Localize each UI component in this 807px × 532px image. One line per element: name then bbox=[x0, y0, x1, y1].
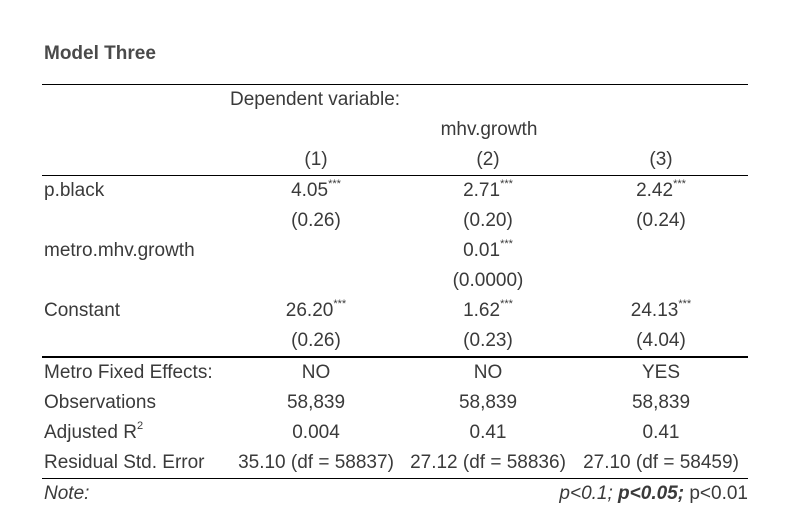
coefficient-estimate: 2.71*** bbox=[463, 178, 513, 202]
stat-value: 27.12 (df = 58836) bbox=[410, 452, 566, 473]
significance-stars: *** bbox=[500, 178, 513, 190]
coefficient-name: p.black bbox=[44, 180, 105, 201]
stat-name: Adjusted R2 bbox=[44, 420, 144, 444]
note-row: Note: p<0.1; p<0.05; p<0.01 bbox=[42, 478, 748, 509]
stat-value: NO bbox=[230, 356, 402, 388]
stat-value: 58,839 bbox=[458, 392, 518, 413]
significance-stars: *** bbox=[678, 298, 692, 310]
coefficient-name: Constant bbox=[44, 300, 121, 321]
coefficient-estimate: 2.42*** bbox=[636, 178, 686, 202]
coefficient-row: Constant 26.20*** 1.62*** 24.13*** bbox=[42, 296, 748, 326]
regression-table: Dependent variable: mhv.growth (1) (2) (… bbox=[42, 84, 748, 509]
coefficient-estimate: 4.05*** bbox=[291, 178, 341, 202]
column-number-row: (1) (2) (3) bbox=[42, 145, 748, 176]
superscript: 2 bbox=[136, 420, 144, 432]
stat-value: 58,839 bbox=[286, 392, 346, 413]
coefficient-estimate: 1.62*** bbox=[463, 298, 513, 322]
coefficient-name: metro.mhv.growth bbox=[44, 240, 195, 261]
coefficient-row: p.black 4.05*** 2.71*** 2.42*** bbox=[42, 176, 748, 207]
stat-row: Residual Std. Error 35.10 (df = 58837) 2… bbox=[42, 448, 748, 479]
stat-value: 27.10 (df = 58459) bbox=[583, 452, 739, 473]
stat-name: Metro Fixed Effects: bbox=[42, 356, 230, 388]
stat-row: Adjusted R2 0.004 0.41 0.41 bbox=[42, 418, 748, 448]
stat-value: 58,839 bbox=[631, 392, 691, 413]
column-number: (1) bbox=[230, 145, 402, 176]
significance-stars: *** bbox=[673, 178, 686, 190]
stat-row: Metro Fixed Effects: NO NO YES bbox=[42, 356, 748, 388]
significance-stars: *** bbox=[328, 178, 341, 190]
coefficient-estimate: 0.01*** bbox=[463, 238, 513, 262]
dependent-variable-name: mhv.growth bbox=[440, 119, 538, 140]
standard-error bbox=[230, 266, 402, 296]
standard-error: (0.26) bbox=[291, 210, 341, 231]
standard-error: (0.20) bbox=[463, 210, 513, 231]
coefficient-row: metro.mhv.growth 0.01*** bbox=[42, 236, 748, 266]
dependent-variable-label-row: Dependent variable: bbox=[42, 84, 748, 115]
coefficient-estimate: 26.20*** bbox=[285, 298, 347, 322]
standard-error-row: (0.26) (0.20) (0.24) bbox=[42, 206, 748, 236]
significance-note: p<0.1; p<0.05; p<0.01 bbox=[230, 478, 748, 509]
stat-name: Observations bbox=[44, 392, 156, 413]
standard-error: (0.24) bbox=[636, 210, 686, 231]
stat-value: YES bbox=[574, 356, 748, 388]
dependent-variable-label: Dependent variable: bbox=[230, 84, 748, 115]
significance-stars: *** bbox=[500, 298, 513, 310]
coefficient-estimate: 24.13*** bbox=[630, 298, 692, 322]
dependent-variable-row: mhv.growth bbox=[42, 115, 748, 145]
standard-error bbox=[574, 266, 748, 296]
stat-name: Residual Std. Error bbox=[44, 452, 205, 473]
stat-value: 0.41 bbox=[642, 422, 680, 443]
stat-value: 35.10 (df = 58837) bbox=[238, 452, 394, 473]
significance-stars: *** bbox=[333, 298, 347, 310]
coefficient-estimate bbox=[574, 236, 748, 266]
stat-value: 0.004 bbox=[292, 422, 340, 443]
coefficient-estimate bbox=[230, 236, 402, 266]
standard-error: (0.0000) bbox=[452, 270, 524, 291]
standard-error: (0.23) bbox=[463, 330, 513, 351]
standard-error: (4.04) bbox=[636, 330, 686, 351]
stat-row: Observations 58,839 58,839 58,839 bbox=[42, 388, 748, 418]
table-title: Model Three bbox=[44, 43, 156, 64]
standard-error: (0.26) bbox=[291, 330, 341, 351]
column-number: (3) bbox=[574, 145, 748, 176]
column-number: (2) bbox=[402, 145, 574, 176]
significance-stars: *** bbox=[500, 238, 513, 250]
standard-error-row: (0.0000) bbox=[42, 266, 748, 296]
note-label: Note: bbox=[42, 478, 230, 509]
stat-value: NO bbox=[402, 356, 574, 388]
standard-error-row: (0.26) (0.23) (4.04) bbox=[42, 326, 748, 357]
stat-value: 0.41 bbox=[469, 422, 507, 443]
